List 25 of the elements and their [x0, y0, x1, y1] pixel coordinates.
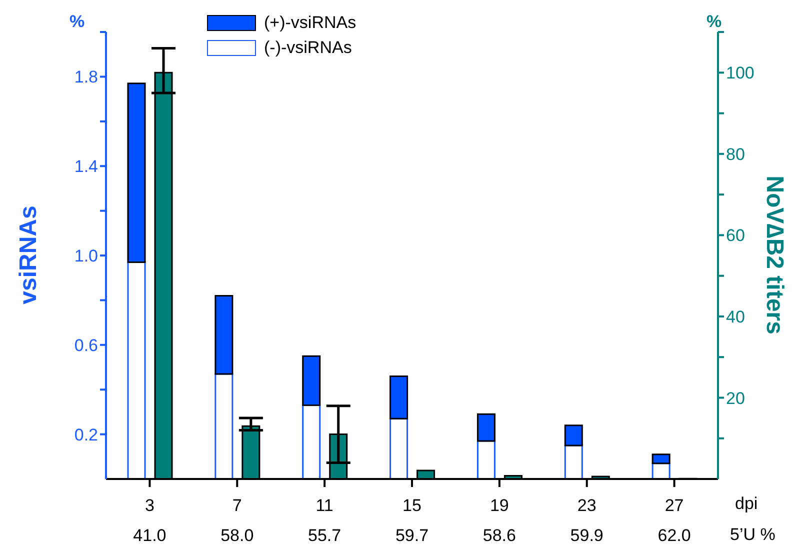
y2-axis-title: NoV∆B2 titers: [761, 176, 788, 334]
x-tick-label: 23 59.9: [570, 496, 604, 545]
y2-tick-label: 100: [726, 64, 754, 83]
x-tick-label: 3 41.0: [133, 496, 166, 545]
y-tick-label: 1.4: [74, 157, 98, 176]
y-tick-label: 0.2: [74, 425, 98, 444]
legend-label: (+)-vsiRNAs: [264, 12, 356, 32]
y-axis-title: vsiRNAs: [15, 206, 42, 304]
x-tick-label: 27 62.0: [658, 496, 691, 545]
y2-tick-label: 80: [726, 144, 745, 164]
text: %: [69, 12, 85, 31]
text: dpi: [735, 494, 758, 513]
text: %: [706, 12, 722, 31]
x-tick-label: 15 59.7: [395, 496, 429, 545]
y2-tick-label: 20: [726, 388, 745, 408]
x-tick-label: 19 58.6: [482, 496, 516, 545]
x-tick-label: 11 55.7: [308, 496, 342, 545]
y2-tick-label: 40: [726, 307, 745, 326]
y-tick-label: 1.8: [74, 68, 98, 87]
y2-tick-label: 60: [726, 226, 745, 246]
y-tick-label: 0.6: [74, 336, 98, 355]
text: 5’U %: [730, 525, 776, 544]
legend-label: (-)-vsiRNAs: [264, 38, 352, 58]
x-tick-label: 7 58.0: [220, 496, 254, 545]
y-tick-label: 1.0: [74, 246, 98, 266]
